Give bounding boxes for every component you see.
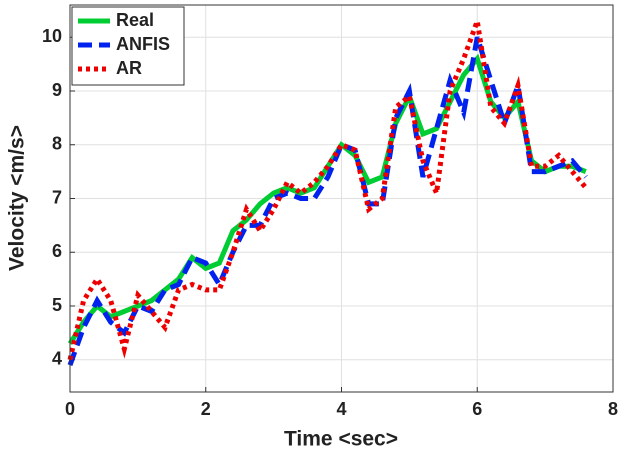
y-tick-label: 5: [52, 295, 62, 315]
x-tick-label: 4: [336, 399, 346, 419]
x-axis-label: Time <sec>: [284, 428, 398, 451]
y-tick-label: 8: [52, 134, 62, 154]
x-tick-label: 2: [201, 399, 211, 419]
y-tick-label: 7: [52, 187, 62, 207]
y-tick-label: 10: [42, 26, 62, 46]
legend-label: ANFIS: [116, 34, 170, 54]
plot-frame: [69, 4, 614, 393]
legend-label: Real: [116, 10, 154, 30]
y-tick-label: 9: [52, 80, 62, 100]
legend-label: AR: [116, 58, 142, 78]
y-axis-label: Velocity <m/s>: [6, 125, 29, 271]
x-tick-label: 8: [608, 399, 618, 419]
series-line: [67, 20, 588, 361]
series-line: [67, 36, 588, 366]
x-tick-label: 0: [65, 399, 75, 419]
x-tick-label: 6: [472, 399, 482, 419]
y-tick-label: 4: [52, 349, 62, 369]
y-tick-label: 6: [52, 241, 62, 261]
